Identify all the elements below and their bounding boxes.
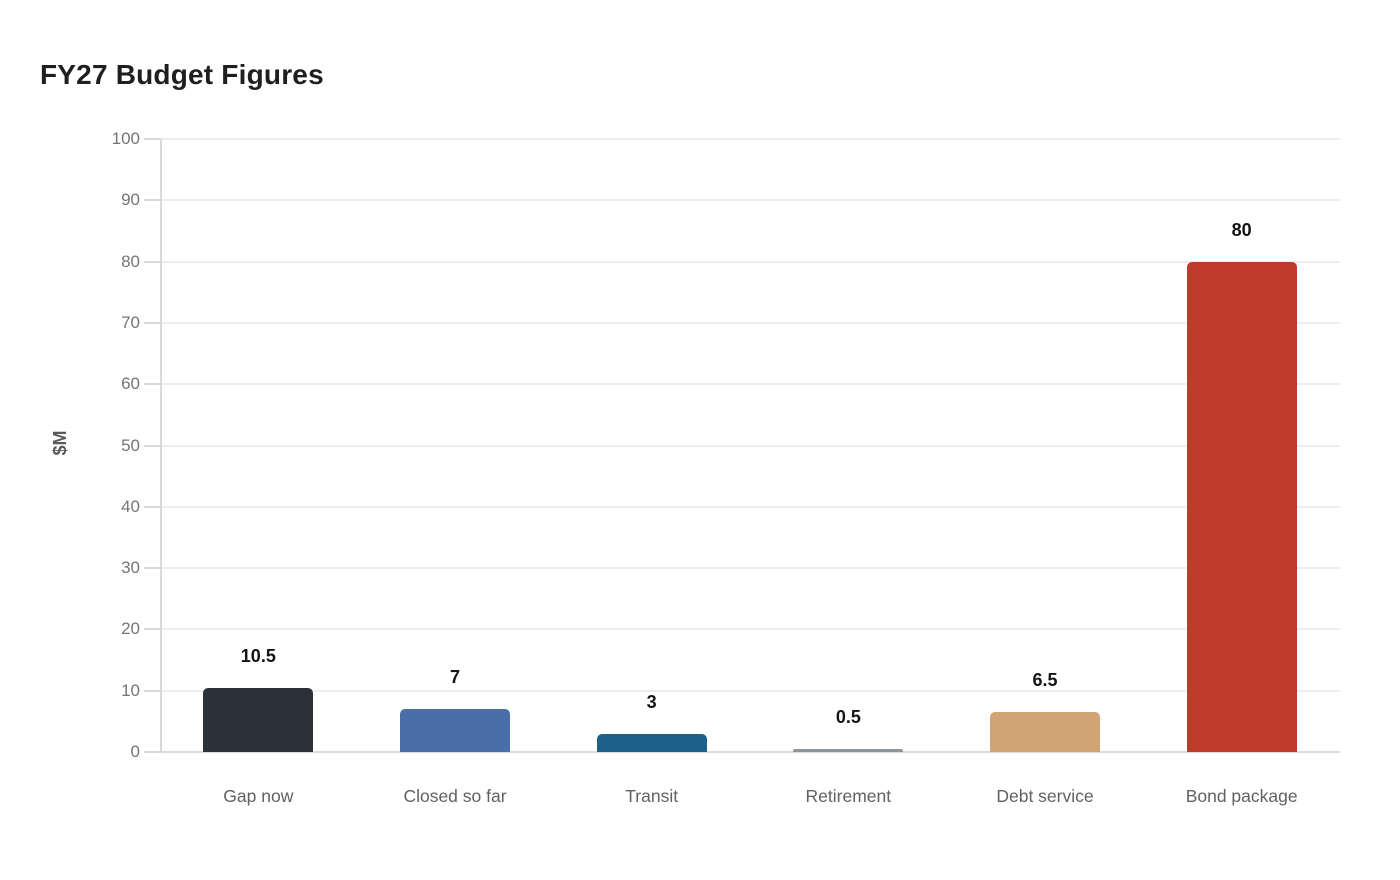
y-tick-label-100: 100 [111,129,140,148]
y-tick-20 [144,628,160,631]
value-label-debt-service: 6.5 [1032,670,1058,691]
gridline-50 [160,444,1340,447]
y-tick-label-30: 30 [121,558,140,578]
y-tick-30 [144,567,160,570]
gridline-10 [160,689,1340,692]
y-tick-label-20: 20 [121,619,140,639]
category-label-debt-service: Debt service [996,786,1094,806]
bar-debt-service [990,712,1100,752]
y-axis-spine [160,139,162,752]
y-tick-label-10: 10 [121,680,140,700]
chart-title: FY27 Budget Figures [40,59,324,90]
value-label-retirement: 0.5 [835,706,861,727]
value-label-bond-package: 80 [1231,219,1252,240]
y-tick-60 [144,383,160,386]
gridline-90 [160,199,1340,202]
y-tick-label-50: 50 [121,435,140,455]
gridline-100 [160,138,1340,140]
bar-gap-now [203,687,314,752]
y-tick-0 [144,751,160,753]
y-tick-50 [144,444,160,447]
gridline-20 [160,628,1340,631]
bar-retirement [793,748,904,752]
y-tick-label-40: 40 [121,496,140,516]
y-tick-label-0: 0 [130,742,140,761]
value-label-gap-now: 10.5 [240,645,276,666]
bar-transit [596,733,707,752]
y-tick-40 [144,505,160,508]
category-label-transit: Transit [625,786,679,806]
value-label-transit: 3 [646,691,657,712]
category-label-closed-so-far: Closed so far [403,786,507,806]
y-tick-label-80: 80 [121,251,140,271]
y-tick-70 [144,321,160,324]
y-tick-label-70: 70 [121,312,140,332]
bar-bond-package [1186,261,1297,752]
gridline-40 [160,505,1340,508]
gridline-70 [160,321,1340,324]
value-label-closed-so-far: 7 [449,667,460,688]
category-label-gap-now: Gap now [223,786,294,806]
y-tick-label-90: 90 [121,190,140,210]
y-tick-100 [144,138,160,140]
gridline-30 [160,567,1340,570]
category-label-bond-package: Bond package [1185,786,1298,806]
bar-closed-so-far [400,709,510,752]
gridline-0 [160,751,1340,753]
y-tick-label-60: 60 [121,374,140,394]
gridline-80 [160,260,1340,263]
y-tick-10 [144,689,160,692]
y-tick-80 [144,260,160,263]
category-label-retirement: Retirement [805,786,892,806]
y-tick-90 [144,199,160,202]
gridline-60 [160,383,1340,386]
